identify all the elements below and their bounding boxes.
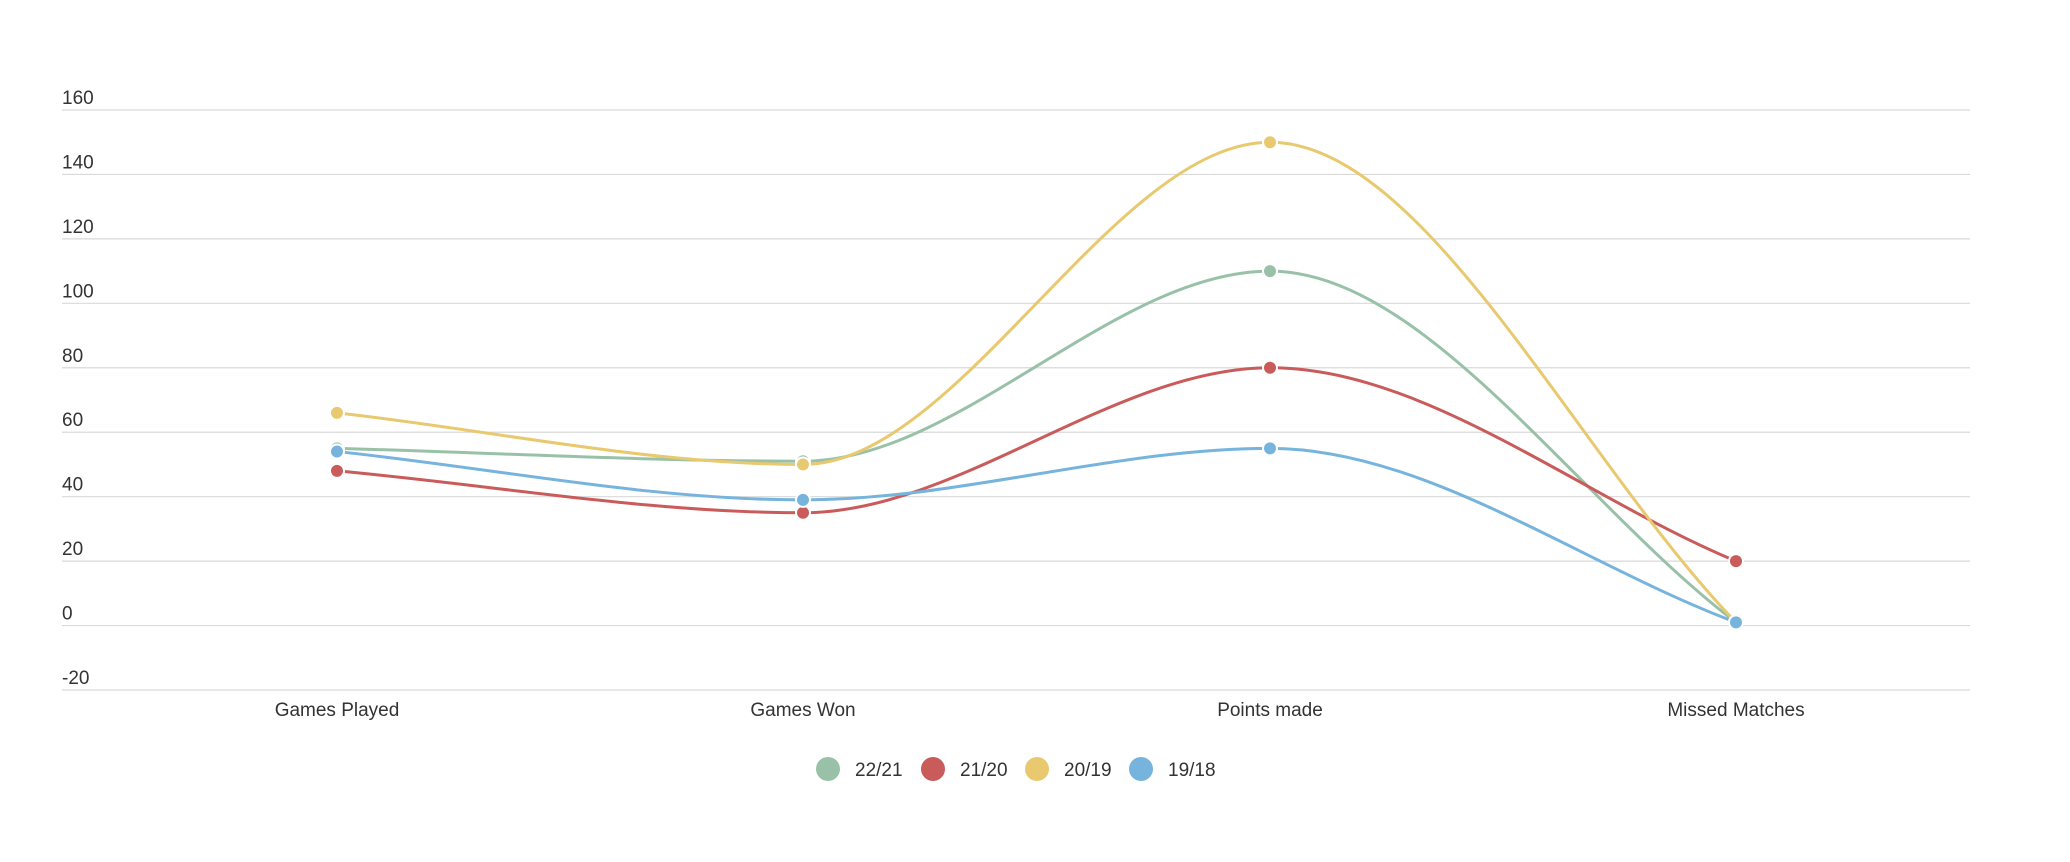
y-tick-label: 80 bbox=[62, 346, 83, 367]
data-point-20-19-2[interactable] bbox=[1263, 135, 1277, 149]
series-lines bbox=[337, 142, 1736, 622]
data-point-20-19-0[interactable] bbox=[330, 406, 344, 420]
legend-item-22-21[interactable]: 22/21 bbox=[816, 757, 903, 781]
data-point-19-18-3[interactable] bbox=[1729, 615, 1743, 629]
series-line-20-19 bbox=[337, 142, 1736, 622]
data-point-19-18-2[interactable] bbox=[1263, 441, 1277, 455]
x-category-label: Points made bbox=[1217, 700, 1323, 721]
y-tick-label: 160 bbox=[62, 88, 94, 109]
y-tick-label: 20 bbox=[62, 539, 83, 560]
data-point-21-20-0[interactable] bbox=[330, 464, 344, 478]
y-tick-label: 140 bbox=[62, 152, 94, 173]
data-point-21-20-2[interactable] bbox=[1263, 361, 1277, 375]
y-tick-label: 60 bbox=[62, 410, 83, 431]
legend: 22/21 21/20 20/19 19/18 bbox=[816, 757, 1216, 781]
y-axis-ticks: -20 0 20 40 60 80 100 120 140 160 bbox=[62, 88, 94, 689]
legend-item-21-20[interactable]: 21/20 bbox=[921, 757, 1008, 781]
legend-item-20-19[interactable]: 20/19 bbox=[1025, 757, 1112, 781]
y-tick-label: 40 bbox=[62, 475, 83, 496]
legend-label: 20/19 bbox=[1064, 760, 1112, 781]
x-axis-categories: Games Played Games Won Points made Missed M… bbox=[275, 700, 1805, 721]
x-category-label: Games Won bbox=[750, 700, 855, 721]
y-tick-label: -20 bbox=[62, 668, 89, 689]
x-category-label: Games Played bbox=[275, 700, 400, 721]
data-point-19-18-0[interactable] bbox=[330, 445, 344, 459]
series-line-21-20 bbox=[337, 368, 1736, 561]
legend-label: 21/20 bbox=[960, 760, 1008, 781]
y-tick-label: 0 bbox=[62, 604, 73, 625]
series-line-19-18 bbox=[337, 448, 1736, 622]
legend-swatch bbox=[1025, 757, 1049, 781]
legend-label: 19/18 bbox=[1168, 760, 1216, 781]
data-point-20-19-1[interactable] bbox=[796, 457, 810, 471]
grid-lines bbox=[62, 110, 1970, 690]
y-tick-label: 100 bbox=[62, 281, 94, 302]
x-category-label: Missed Matches bbox=[1667, 700, 1804, 721]
data-point-21-20-3[interactable] bbox=[1729, 554, 1743, 568]
data-point-19-18-1[interactable] bbox=[796, 493, 810, 507]
legend-item-19-18[interactable]: 19/18 bbox=[1129, 757, 1216, 781]
legend-swatch bbox=[921, 757, 945, 781]
legend-label: 22/21 bbox=[855, 760, 903, 781]
data-points bbox=[330, 135, 1743, 629]
data-point-22-21-2[interactable] bbox=[1263, 264, 1277, 278]
legend-swatch bbox=[816, 757, 840, 781]
legend-swatch bbox=[1129, 757, 1153, 781]
series-line-22-21 bbox=[337, 271, 1736, 622]
y-tick-label: 120 bbox=[62, 217, 94, 238]
